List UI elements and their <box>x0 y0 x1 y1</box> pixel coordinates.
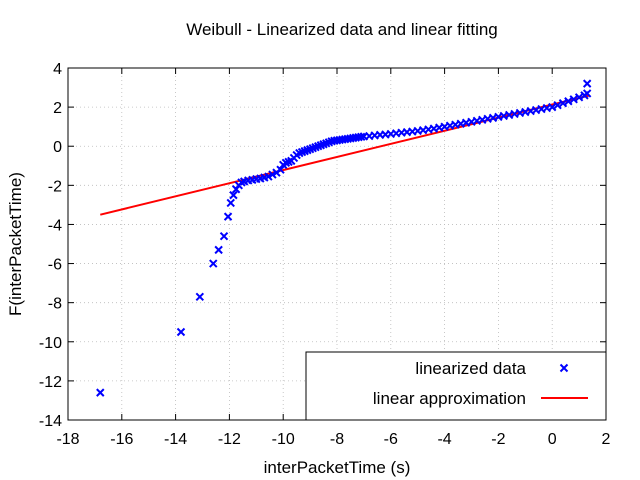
data-point <box>176 327 186 337</box>
data-point <box>574 93 584 102</box>
legend-label-fit: linear approximation <box>373 389 526 408</box>
x-tick-label: -6 <box>384 431 398 448</box>
y-tick-label: 4 <box>53 61 62 78</box>
data-point <box>569 95 578 104</box>
data-point <box>553 100 562 110</box>
data-point <box>96 388 105 397</box>
legend-box <box>305 351 607 421</box>
y-tick-label: -12 <box>39 374 62 391</box>
data-point <box>558 98 568 108</box>
data-point <box>564 97 573 106</box>
data-point <box>582 89 592 98</box>
x-tick-label: -16 <box>110 431 133 448</box>
data-point <box>219 231 229 241</box>
x-axis-label: interPacketTime (s) <box>264 458 411 477</box>
x-tick-label: -12 <box>218 431 241 448</box>
x-tick-label: -10 <box>272 431 295 448</box>
x-tick-label: -4 <box>437 431 451 448</box>
data-point <box>223 212 233 221</box>
x-tick-label: 0 <box>548 431 557 448</box>
y-tick-label: 0 <box>53 139 62 156</box>
y-tick-label: -4 <box>48 217 62 234</box>
data-point <box>214 245 223 255</box>
x-tick-label: -8 <box>330 431 344 448</box>
y-tick-label: -10 <box>39 335 62 352</box>
data-point <box>226 198 235 208</box>
data-point <box>582 79 592 88</box>
y-tick-label: -6 <box>48 257 62 274</box>
y-tick-label: -8 <box>48 296 62 313</box>
x-tick-label: 2 <box>602 431 611 448</box>
y-tick-label: -14 <box>39 413 62 430</box>
x-tick-label: -2 <box>491 431 505 448</box>
chart-title: Weibull - Linearized data and linear fit… <box>186 20 498 39</box>
y-tick-label: -2 <box>48 178 62 195</box>
data-point <box>276 165 285 174</box>
x-tick-label: -14 <box>164 431 187 448</box>
data-point <box>357 132 366 142</box>
legend-label-data: linearized data <box>415 359 526 378</box>
axis-ticks: -18 -16 -14 -12 -10 -8 -6 -4 -2 0 2 -14 -12 -10 -8 -6 -4… <box>39 61 611 448</box>
data-point <box>195 292 205 302</box>
x-tick-label: -18 <box>56 431 79 448</box>
data-point <box>229 190 238 200</box>
legend-marker-data <box>559 363 569 373</box>
legend-marker-x <box>559 363 569 373</box>
data-series <box>96 79 592 397</box>
legend: linearized data linear approximation <box>305 351 607 421</box>
data-point <box>209 259 218 268</box>
y-tick-label: 2 <box>53 100 62 117</box>
data-point <box>547 102 557 112</box>
y-axis-label: F(interPacketTime) <box>6 172 25 316</box>
